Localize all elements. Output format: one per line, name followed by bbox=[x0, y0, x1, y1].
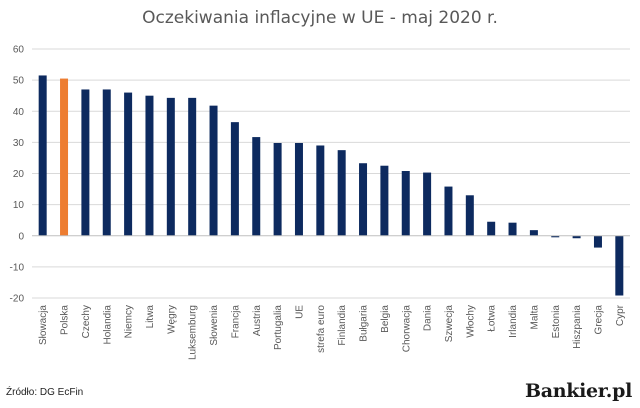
bar-8 bbox=[188, 97, 197, 236]
y-tick-label: 40 bbox=[13, 107, 25, 118]
x-tick-label: Malta bbox=[529, 305, 540, 330]
bar-15 bbox=[337, 150, 346, 236]
x-tick-label: Polska bbox=[60, 305, 71, 335]
x-tick-label: Hiszpania bbox=[572, 305, 583, 349]
x-tick-label: Estonia bbox=[551, 305, 562, 339]
x-tick-label: Czechy bbox=[81, 305, 92, 338]
bar-16 bbox=[359, 163, 368, 236]
bar-3 bbox=[81, 89, 90, 236]
x-tick-label: Finlandia bbox=[337, 305, 348, 346]
bar-5 bbox=[124, 92, 133, 236]
y-tick-label: -10 bbox=[10, 262, 25, 273]
x-tick-label: UE bbox=[294, 305, 305, 319]
x-tick-label: Węgry bbox=[166, 305, 177, 334]
x-tick-label: Irlandia bbox=[508, 305, 519, 338]
y-tick-label: 60 bbox=[13, 45, 25, 56]
x-tick-label: Słowacja bbox=[38, 305, 49, 345]
bar-1 bbox=[38, 75, 47, 236]
bar-18 bbox=[401, 171, 410, 236]
x-tick-label: Grecja bbox=[593, 305, 604, 335]
bar-11 bbox=[252, 137, 261, 236]
bar-22 bbox=[487, 221, 496, 236]
y-tick-label: -20 bbox=[10, 294, 25, 305]
bar-26 bbox=[572, 235, 581, 239]
x-tick-label: Dania bbox=[423, 305, 434, 332]
bar-4 bbox=[102, 89, 111, 236]
bar-13 bbox=[294, 142, 303, 236]
bar-10 bbox=[230, 122, 239, 236]
bar-2 bbox=[60, 78, 69, 236]
x-tick-label: strefa euro bbox=[316, 305, 327, 353]
bar-24 bbox=[529, 230, 538, 236]
x-tick-label: Niemcy bbox=[124, 305, 135, 338]
x-tick-label: Bułgaria bbox=[359, 305, 370, 342]
bar-17 bbox=[380, 165, 389, 236]
y-axis-ticks: 60 50 40 30 20 10 0 -10 -20 bbox=[10, 45, 25, 305]
bar-14 bbox=[316, 145, 325, 236]
y-tick-label: 50 bbox=[13, 76, 25, 87]
gridlines bbox=[32, 48, 630, 299]
bar-12 bbox=[273, 142, 282, 236]
bar-23 bbox=[508, 222, 517, 236]
chart-title: Oczekiwania inflacyjne w UE - maj 2020 r… bbox=[142, 8, 498, 28]
y-tick-label: 20 bbox=[13, 169, 25, 180]
bars bbox=[38, 75, 624, 296]
x-tick-label: Austria bbox=[252, 305, 263, 337]
bar-28 bbox=[615, 235, 624, 296]
source-note: Źródło: DG EcFin bbox=[6, 387, 84, 398]
x-tick-label: Chorwacja bbox=[401, 305, 412, 353]
y-tick-label: 10 bbox=[13, 200, 25, 211]
y-tick-label: 30 bbox=[13, 138, 25, 149]
x-tick-label: Litwa bbox=[145, 305, 156, 329]
bar-6 bbox=[145, 95, 154, 236]
x-tick-label: Francja bbox=[230, 305, 241, 339]
x-tick-label: Włochy bbox=[465, 305, 476, 338]
x-axis-ticks: Słowacja Polska Czechy Holandia Niemcy Litwa W… bbox=[38, 304, 626, 360]
x-tick-label: Portugalia bbox=[273, 305, 284, 350]
x-tick-label: Holandia bbox=[102, 305, 113, 345]
bar-19 bbox=[423, 172, 432, 236]
y-tick-label: 0 bbox=[18, 231, 24, 242]
bar-27 bbox=[593, 235, 602, 248]
x-tick-label: Słowenia bbox=[209, 305, 220, 346]
x-tick-label: Cypr bbox=[615, 304, 626, 326]
brand-logo: Bankier.pl bbox=[524, 380, 632, 402]
x-tick-label: Łotwa bbox=[487, 305, 498, 332]
bar-20 bbox=[444, 186, 453, 236]
bar-9 bbox=[209, 105, 218, 236]
bar-21 bbox=[465, 195, 474, 236]
x-tick-label: Luksemburg bbox=[188, 305, 199, 360]
bar-7 bbox=[166, 97, 175, 236]
x-tick-label: Belgia bbox=[380, 305, 391, 333]
bar-25 bbox=[551, 235, 560, 238]
x-tick-label: Szwecja bbox=[444, 305, 455, 343]
